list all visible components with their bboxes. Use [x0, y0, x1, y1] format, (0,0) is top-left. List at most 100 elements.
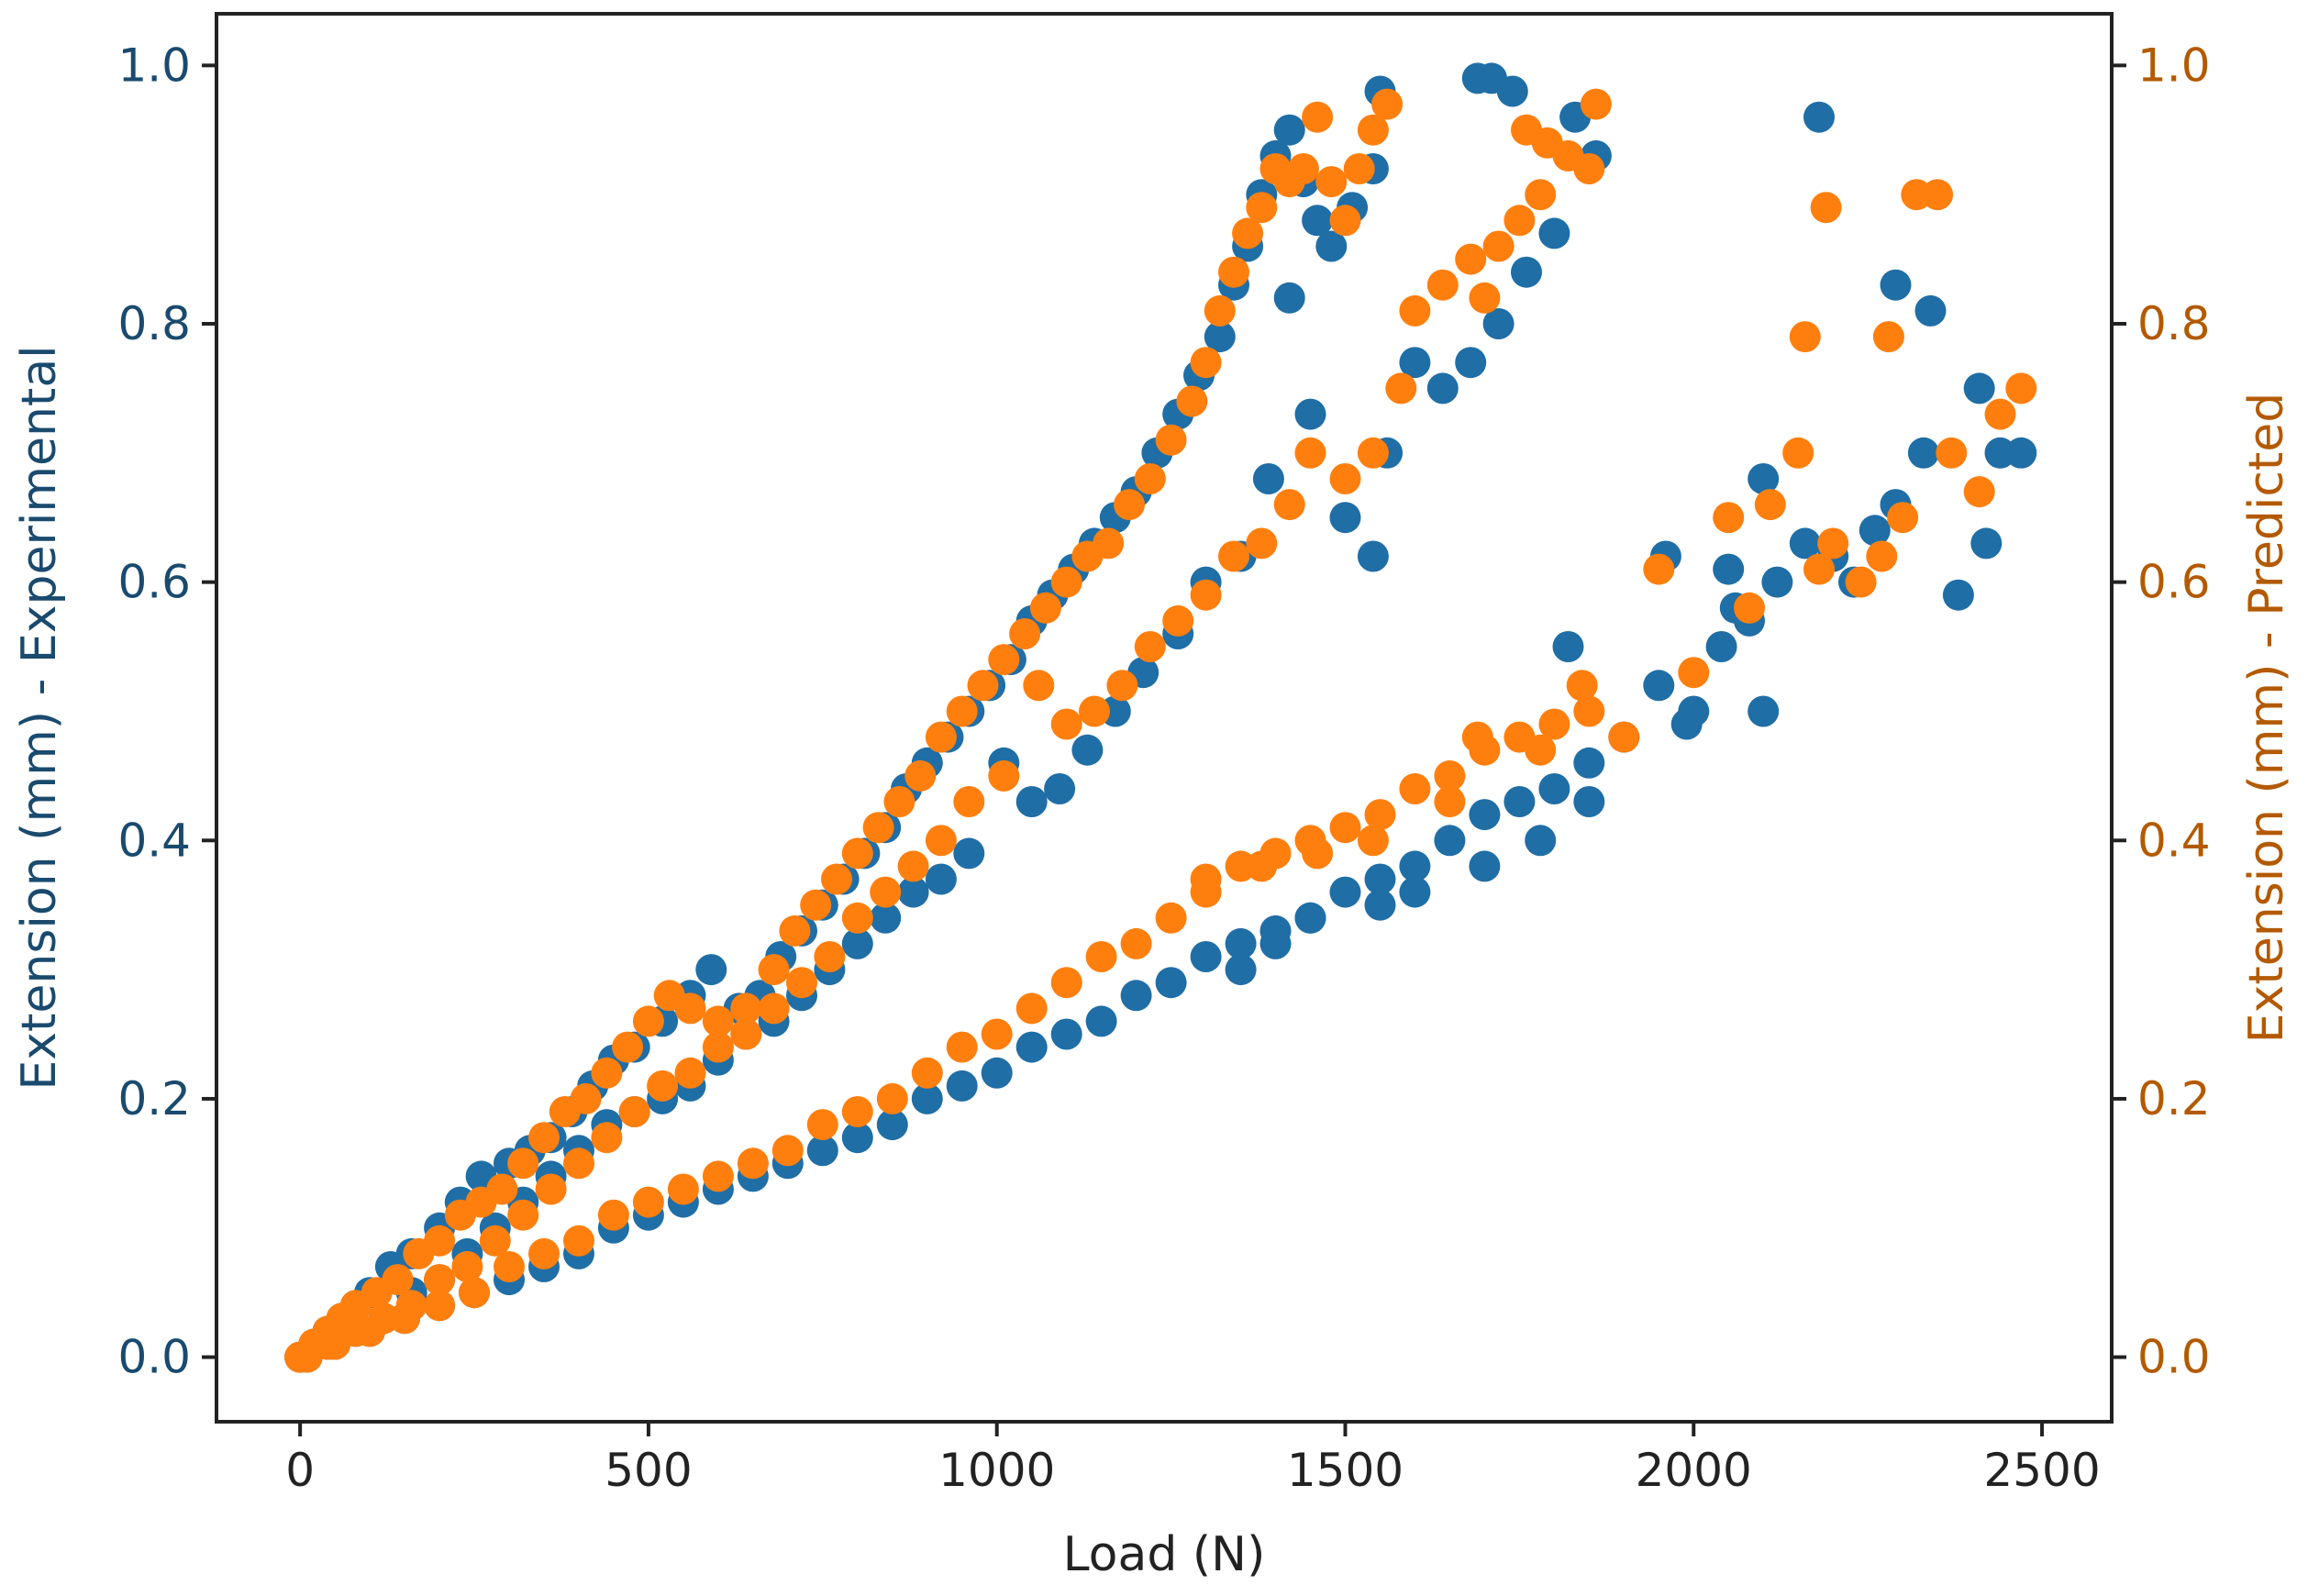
predicted-point-100 — [1455, 243, 1487, 275]
predicted-point-103 — [1503, 205, 1536, 237]
experimental-point-20 — [695, 954, 727, 986]
predicted-point-170 — [1246, 850, 1278, 882]
experimental-point-69 — [897, 876, 929, 908]
predicted-point-155 — [1803, 553, 1835, 585]
predicted-point-78 — [730, 1018, 762, 1050]
y-right-tick-label-3: 0.6 — [2137, 556, 2211, 609]
y-left-tick-label-5: 1.0 — [117, 39, 191, 92]
predicted-point-97 — [1385, 372, 1417, 405]
predicted-point-66 — [1079, 695, 1110, 727]
predicted-point-156 — [1817, 527, 1849, 560]
predicted-point-161 — [1922, 179, 1954, 211]
experimental-point-141 — [1469, 799, 1501, 831]
predicted-point-29 — [883, 786, 915, 817]
predicted-point-41 — [1134, 463, 1166, 494]
experimental-point-97 — [1426, 372, 1459, 405]
predicted-point-61 — [1218, 540, 1249, 572]
experimental-point-138 — [1364, 863, 1396, 895]
predicted-point-164 — [1984, 398, 2016, 430]
predicted-point-45 — [1204, 294, 1236, 327]
predicted-point-114 — [424, 1290, 456, 1322]
y-right-tick-label-0: 0.0 — [2137, 1331, 2211, 1384]
experimental-point-163 — [1914, 294, 1947, 327]
predicted-point-31 — [925, 721, 957, 753]
experimental-point-139 — [1399, 850, 1431, 882]
predicted-point-171 — [1302, 837, 1334, 870]
experimental-point-151 — [1761, 566, 1793, 598]
predicted-point-39 — [1093, 527, 1125, 560]
x-axis: 0 500 1000 1500 2000 2500 — [285, 1422, 2101, 1497]
predicted-point-148 — [1608, 721, 1640, 753]
predicted-point-158 — [1866, 540, 1898, 572]
predicted-point-30 — [904, 759, 937, 792]
experimental-point-158 — [1942, 579, 1974, 611]
predicted-point-89 — [424, 1264, 456, 1296]
predicted-point-62 — [1190, 579, 1222, 611]
predicted-point-15 — [570, 1082, 602, 1114]
predicted-point-71 — [925, 825, 957, 857]
experimental-point-168 — [1294, 902, 1326, 934]
experimental-point-173 — [1573, 786, 1605, 817]
predicted-point-163 — [1963, 476, 1995, 508]
predicted-point-27 — [841, 837, 873, 870]
experimental-point-162 — [1963, 372, 1995, 405]
experimental-point-52 — [1315, 230, 1348, 262]
experimental-point-148 — [1705, 631, 1737, 662]
experimental-point-92 — [1294, 398, 1326, 430]
predicted-point-57 — [1371, 88, 1404, 120]
experimental-point-176 — [1713, 553, 1745, 585]
predicted-point-47 — [1232, 217, 1264, 249]
predicted-point-99 — [1426, 269, 1459, 301]
predicted-point-67 — [1050, 708, 1082, 740]
experimental-point-164 — [1880, 269, 1912, 301]
experimental-point-167 — [1259, 927, 1292, 959]
predicted-point-46 — [1218, 256, 1249, 288]
experimental-point-126 — [946, 1070, 978, 1102]
experimental-point-65 — [1015, 786, 1048, 817]
predicted-point-72 — [897, 850, 929, 882]
experimental-point-56 — [1273, 282, 1305, 314]
predicted-point-74 — [841, 902, 873, 934]
predicted-point-17 — [612, 1031, 644, 1063]
predicted-point-118 — [563, 1225, 594, 1257]
predicted-point-175 — [1525, 734, 1557, 766]
experimental-point-70 — [870, 902, 902, 934]
predicted-point-83 — [591, 1122, 623, 1154]
x-tick-label-4: 2000 — [1636, 1444, 1752, 1497]
experimental-point-179 — [1748, 463, 1780, 494]
experimental-point-129 — [1050, 1018, 1082, 1050]
experimental-point-144 — [1573, 747, 1605, 779]
predicted-point-166 — [1789, 321, 1821, 353]
predicted-point-20 — [674, 992, 706, 1025]
predicted-point-36 — [1029, 592, 1061, 624]
predicted-point-80 — [674, 1057, 706, 1089]
predicted-point-141 — [1364, 799, 1396, 831]
predicted-point-28 — [862, 812, 894, 844]
predicted-point-108 — [1580, 88, 1612, 120]
predicted-point-24 — [779, 914, 811, 947]
predicted-point-130 — [981, 1018, 1013, 1050]
experimental-point-170 — [1399, 876, 1431, 908]
y-left-tick-label-2: 0.4 — [117, 814, 191, 867]
experimental-point-49 — [1273, 114, 1305, 146]
predicted-point-143 — [1434, 759, 1466, 792]
experimental-point-122 — [806, 1135, 838, 1167]
y-left-tick-label-3: 0.6 — [117, 556, 191, 609]
experimental-point-64 — [1044, 773, 1076, 804]
predicted-point-12 — [507, 1147, 539, 1180]
predicted-point-122 — [702, 1160, 734, 1192]
predicted-point-167 — [1810, 192, 1842, 224]
x-tick-label-2: 1000 — [938, 1444, 1055, 1497]
predicted-point-87 — [479, 1225, 511, 1257]
predicted-point-81 — [647, 1070, 679, 1102]
predicted-point-11 — [486, 1173, 518, 1205]
experimental-point-51 — [1302, 205, 1334, 237]
predicted-point-104 — [1525, 179, 1557, 211]
experimental-point-96 — [1399, 347, 1431, 379]
experimental-point-127 — [981, 1057, 1013, 1089]
predicted-point-82 — [618, 1096, 650, 1127]
experimental-point-63 — [1071, 734, 1104, 766]
y-axis-left: 0.0 0.2 0.4 0.6 0.8 1.0 — [117, 39, 216, 1384]
predicted-point-60 — [1246, 527, 1278, 560]
